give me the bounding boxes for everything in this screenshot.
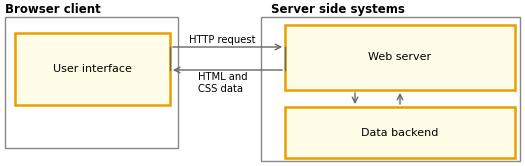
- Text: Browser client: Browser client: [5, 3, 101, 16]
- Text: HTTP request: HTTP request: [189, 35, 256, 45]
- Text: Server side systems: Server side systems: [271, 3, 405, 16]
- Text: Data backend: Data backend: [361, 127, 439, 137]
- Bar: [5, 17, 178, 148]
- Text: HTML and
CSS data: HTML and CSS data: [198, 72, 248, 94]
- Bar: [285, 107, 515, 158]
- Bar: [261, 17, 520, 161]
- Text: Web server: Web server: [369, 52, 432, 63]
- Text: User interface: User interface: [53, 64, 132, 74]
- Bar: [285, 25, 515, 90]
- Bar: [15, 33, 170, 105]
